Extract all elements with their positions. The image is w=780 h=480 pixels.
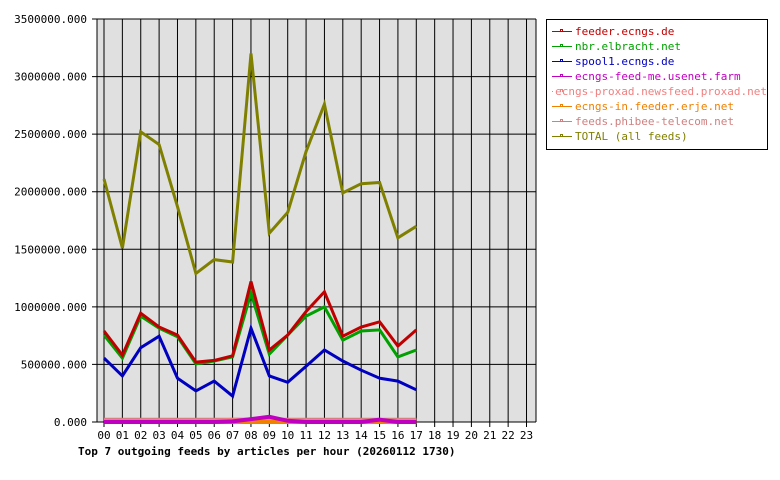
x-tick-label: 14 xyxy=(355,429,369,442)
x-tick-label: 23 xyxy=(520,429,533,442)
legend-item: ecngs-feed-me.usenet.farm xyxy=(547,69,767,84)
y-tick-label: 1500000.000 xyxy=(14,243,87,256)
legend-swatch-icon xyxy=(552,57,572,66)
legend-label: spool1.ecngs.de xyxy=(575,55,675,68)
plot-area xyxy=(97,19,536,422)
legend-label: ecngs-in.feeder.erje.net xyxy=(575,100,734,113)
legend-label: nbr.elbracht.net xyxy=(575,40,681,53)
x-tick-label: 03 xyxy=(152,429,165,442)
x-tick-label: 13 xyxy=(336,429,349,442)
legend-item: spool1.ecngs.de xyxy=(547,54,767,69)
y-tick-label: 3500000.000 xyxy=(14,13,87,26)
legend-item: nbr.elbracht.net xyxy=(547,39,767,54)
x-tick-label: 09 xyxy=(263,429,276,442)
x-tick-label: 00 xyxy=(97,429,110,442)
x-tick-label: 21 xyxy=(483,429,496,442)
legend-label: feeds.phibee-telecom.net xyxy=(575,115,734,128)
legend-swatch-icon xyxy=(552,117,572,126)
legend-swatch-icon xyxy=(552,42,572,51)
x-tick-label: 11 xyxy=(299,429,312,442)
y-tick-label: 2500000.000 xyxy=(14,128,87,141)
x-tick-label: 02 xyxy=(134,429,147,442)
x-tick-label: 16 xyxy=(391,429,404,442)
legend-label: ecngs-feed-me.usenet.farm xyxy=(575,70,741,83)
x-tick-label: 06 xyxy=(208,429,221,442)
x-tick-label: 01 xyxy=(116,429,129,442)
x-tick-label: 22 xyxy=(502,429,515,442)
x-axis: 00 01 02 03 04 05 06 07 08 09 10 11 12 13 14 15 16 17 18 19… xyxy=(97,422,533,442)
series-line-ecngs-feed-me-usenet-farm xyxy=(104,414,417,424)
x-tick-label: 07 xyxy=(226,429,239,442)
series-line-feeder-ecngs-de xyxy=(102,281,418,364)
x-tick-label: 18 xyxy=(428,429,441,442)
x-tick-label: 17 xyxy=(410,429,423,442)
chart-title: Top 7 outgoing feeds by articles per hou… xyxy=(78,445,456,458)
legend-swatch-icon xyxy=(552,72,572,81)
legend-label: TOTAL (all feeds) xyxy=(575,130,688,143)
series-lines xyxy=(102,53,418,424)
legend: feeder.ecngs.de nbr.elbracht.net spool1.ec… xyxy=(546,19,768,150)
legend-swatch-icon xyxy=(552,102,572,111)
y-tick-label: 500000.000 xyxy=(21,358,87,371)
legend-label: feeder.ecngs.de xyxy=(575,25,675,38)
legend-item: ecngs-proxad.newsfeed.proxad.net xyxy=(547,84,767,99)
legend-item: feeder.ecngs.de xyxy=(547,24,767,39)
x-tick-label: 10 xyxy=(281,429,294,442)
x-tick-label: 15 xyxy=(373,429,386,442)
x-tick-label: 08 xyxy=(244,429,257,442)
legend-swatch-icon xyxy=(552,27,572,36)
legend-item: ecngs-in.feeder.erje.net xyxy=(547,99,767,114)
x-tick-label: 05 xyxy=(189,429,202,442)
legend-item: feeds.phibee-telecom.net xyxy=(547,114,767,129)
legend-swatch-icon xyxy=(552,132,572,141)
x-tick-label: 04 xyxy=(171,429,185,442)
legend-label: ecngs-proxad.newsfeed.proxad.net xyxy=(555,85,767,98)
x-tick-label: 20 xyxy=(465,429,478,442)
y-tick-label: 3000000.000 xyxy=(14,71,87,84)
x-tick-label: 19 xyxy=(446,429,459,442)
y-tick-label: 0.000 xyxy=(54,416,87,429)
y-axis: 0.000 500000.000 1000000.000 1500000.000 200… xyxy=(14,13,87,429)
y-tick-label: 2000000.000 xyxy=(14,186,87,199)
x-tick-label: 12 xyxy=(318,429,331,442)
y-tick-label: 1000000.000 xyxy=(14,301,87,314)
series-line-total-all-feeds- xyxy=(102,53,418,277)
series-line-spool1-ecngs-de xyxy=(102,323,417,399)
legend-item: TOTAL (all feeds) xyxy=(547,129,767,144)
